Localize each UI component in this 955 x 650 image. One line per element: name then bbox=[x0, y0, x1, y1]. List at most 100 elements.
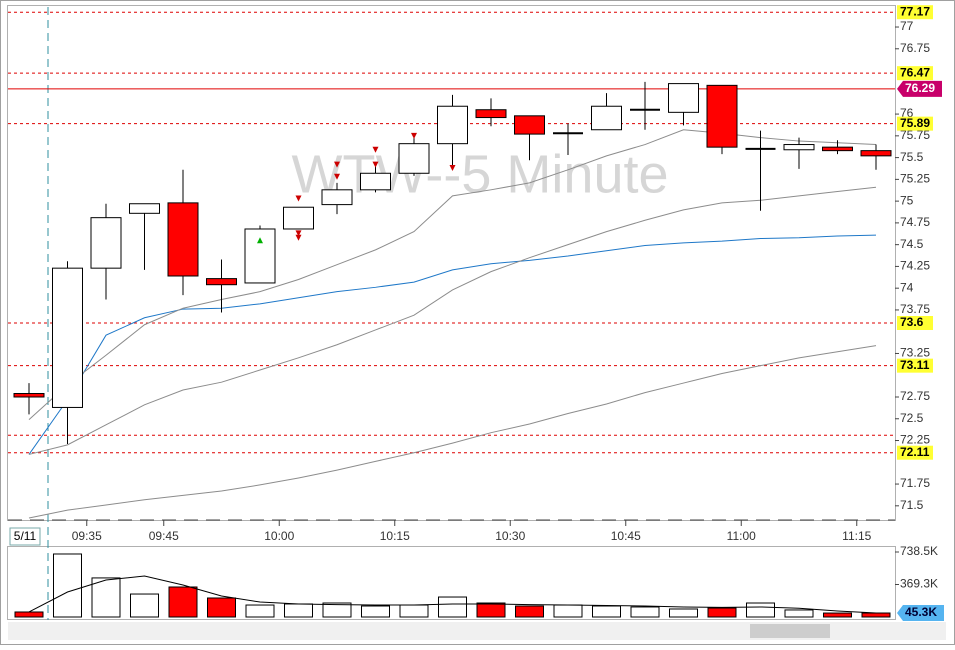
last-price-box bbox=[897, 80, 942, 97]
level-label-box bbox=[897, 66, 933, 81]
candle-body bbox=[283, 206, 314, 230]
y-tick-label: 73.75 bbox=[900, 302, 930, 316]
volume-bar bbox=[284, 603, 313, 618]
y-tick-label: 74.75 bbox=[900, 215, 930, 229]
y-tick-label: 72.5 bbox=[900, 411, 924, 425]
x-tick-label: 09:45 bbox=[149, 529, 179, 543]
candle-body bbox=[244, 228, 276, 284]
moving-average bbox=[28, 345, 877, 519]
volume-bar bbox=[553, 604, 583, 618]
candle-body bbox=[129, 203, 160, 214]
level-label: 72.11 bbox=[900, 445, 930, 459]
candle-body bbox=[321, 189, 353, 206]
level-label: 73.6 bbox=[900, 315, 924, 329]
candle-body bbox=[706, 84, 738, 148]
scrollbar-thumb[interactable] bbox=[750, 624, 830, 638]
signal-marker bbox=[334, 161, 340, 168]
y-tick-label: 71.5 bbox=[900, 498, 924, 512]
level-label-box bbox=[897, 5, 933, 20]
candle-body bbox=[475, 109, 507, 119]
volume-bar bbox=[861, 612, 891, 618]
date-label: 5/11 bbox=[14, 529, 37, 543]
candle-body bbox=[13, 393, 45, 398]
x-tick-label: 10:45 bbox=[611, 529, 641, 543]
y-tick-label: 74.5 bbox=[900, 237, 924, 251]
x-tick-label: 10:30 bbox=[495, 529, 525, 543]
volume-bar bbox=[784, 609, 814, 618]
volume-bar bbox=[592, 605, 621, 618]
candle-body bbox=[360, 172, 391, 191]
last-price-label: 76.29 bbox=[905, 81, 935, 95]
candle-body bbox=[860, 150, 892, 157]
volume-bar bbox=[130, 593, 159, 618]
volume-bar bbox=[245, 604, 275, 618]
level-label-box bbox=[897, 316, 933, 331]
level-label-box bbox=[897, 116, 933, 131]
y-tick-label: 72.25 bbox=[900, 433, 930, 447]
volume-bar bbox=[207, 597, 236, 618]
last-volume-label: 45.3K bbox=[905, 605, 937, 619]
signal-marker bbox=[372, 146, 379, 153]
volume-bar bbox=[746, 602, 775, 618]
level-label: 73.11 bbox=[900, 358, 930, 372]
y-tick-label: 74.25 bbox=[900, 259, 930, 273]
candle-body bbox=[52, 267, 83, 408]
signal-marker bbox=[334, 173, 340, 180]
volume-bar bbox=[438, 596, 467, 618]
y-tick-label: 75.25 bbox=[900, 172, 930, 186]
candle-body bbox=[591, 105, 622, 131]
y-tick-label: 74 bbox=[900, 280, 914, 294]
level-label: 77.17 bbox=[900, 4, 930, 18]
volume-bar bbox=[399, 604, 429, 618]
volume-bar bbox=[168, 586, 198, 618]
x-tick-label: 10:15 bbox=[380, 529, 410, 543]
signal-marker bbox=[295, 230, 302, 237]
volume-bar bbox=[823, 612, 852, 618]
candle-body bbox=[206, 278, 237, 286]
date-box bbox=[9, 527, 41, 546]
signal-marker bbox=[295, 234, 302, 241]
last-volume-box bbox=[897, 605, 944, 622]
signal-marker bbox=[449, 165, 456, 172]
x-tick-label: 11:00 bbox=[727, 529, 756, 543]
moving-average bbox=[28, 234, 877, 455]
y-tick-label: 73.25 bbox=[900, 346, 930, 360]
candle-body bbox=[167, 202, 199, 277]
volume-bar bbox=[361, 605, 390, 618]
level-label: 76.47 bbox=[900, 65, 930, 79]
y-tick-label: 75.75 bbox=[900, 128, 930, 142]
signal-marker bbox=[372, 161, 379, 168]
signal-marker bbox=[257, 237, 263, 244]
volume-bar bbox=[53, 553, 82, 618]
candle-body bbox=[668, 83, 699, 113]
volume-bar bbox=[91, 577, 121, 618]
volume-bar bbox=[707, 607, 737, 618]
y-tick-label: 77 bbox=[900, 19, 914, 33]
signal-marker bbox=[411, 132, 417, 139]
y-tick-label: 72.75 bbox=[900, 389, 930, 403]
level-label: 75.89 bbox=[900, 116, 930, 130]
price-panel bbox=[7, 5, 896, 521]
y-tick-label: 75 bbox=[900, 193, 914, 207]
y-tick-label: 76.75 bbox=[900, 41, 930, 55]
y-tick-label: 71.75 bbox=[900, 476, 930, 490]
y-tick-label: 75.5 bbox=[900, 150, 924, 164]
scrollbar[interactable] bbox=[8, 622, 946, 640]
moving-average bbox=[28, 186, 877, 455]
volume-bar bbox=[322, 602, 352, 618]
level-label-box bbox=[897, 445, 933, 460]
volume-bar bbox=[630, 606, 660, 618]
candle-body bbox=[90, 217, 122, 269]
candle-body bbox=[398, 143, 430, 174]
volume-bar bbox=[476, 602, 506, 618]
candle-body bbox=[437, 105, 468, 145]
volume-bar bbox=[14, 611, 44, 618]
level-label-box bbox=[897, 358, 933, 373]
x-tick-label: 11:15 bbox=[842, 529, 871, 543]
watermark-title: WTW--5 Minute bbox=[291, 144, 668, 204]
candle-body bbox=[514, 115, 545, 135]
volume-bar bbox=[669, 608, 698, 618]
y-tick-label: 738.5K bbox=[900, 544, 938, 558]
volume-average bbox=[28, 575, 877, 614]
